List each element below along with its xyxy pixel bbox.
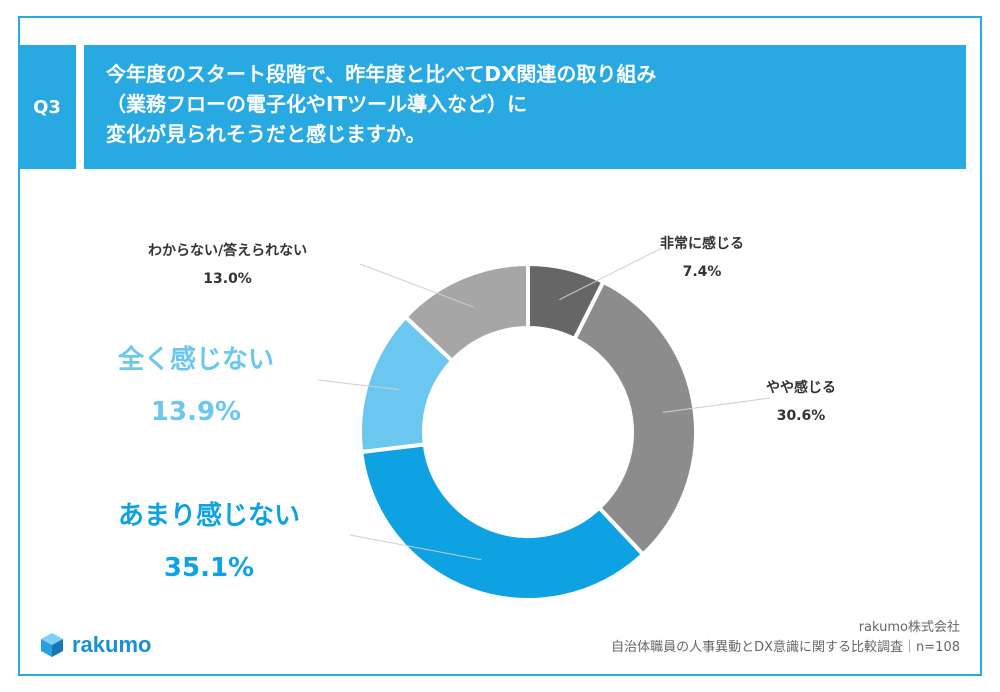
logo-text: rakumo <box>72 632 152 657</box>
label-not-much: あまり感じない 35.1% <box>118 490 300 594</box>
slice-not-much <box>358 442 646 602</box>
label-not-at-all-value: 13.9% <box>150 397 242 427</box>
leader-very-much <box>559 247 663 301</box>
question-box: 今年度のスタート段階で、昨年度と比べてDX関連の取り組み （業務フローの電子化や… <box>84 45 966 169</box>
label-somewhat: やや感じる 30.6% <box>766 374 836 430</box>
question-tag: Q3 <box>18 45 76 169</box>
question-line-3: 変化が見られそうだと感じますか。 <box>106 122 426 146</box>
label-not-at-all-name: 全く感じない <box>118 345 275 375</box>
label-somewhat-value: 30.6% <box>776 408 826 424</box>
label-very-much-name: 非常に感じる <box>660 236 744 252</box>
label-dont-know-value: 13.0% <box>203 271 252 287</box>
slice-somewhat <box>571 279 698 558</box>
leader-not-at-all <box>317 379 399 391</box>
label-not-at-all: 全く感じない 13.9% <box>118 334 274 438</box>
slice-dont-know <box>402 261 530 364</box>
label-very-much-value: 7.4% <box>682 264 722 280</box>
label-dont-know: わからない/答えられない 13.0% <box>148 237 307 293</box>
cube-icon <box>41 633 63 657</box>
label-dont-know-name: わからない/答えられない <box>148 243 308 259</box>
leader-not-much <box>349 534 482 561</box>
logo: rakumo <box>40 632 151 658</box>
question-line-1: 今年度のスタート段階で、昨年度と比べてDX関連の取り組み <box>106 62 657 86</box>
leader-dont-know <box>359 263 475 308</box>
label-not-much-name: あまり感じない <box>118 501 301 531</box>
footer-survey: 自治体職員の人事異動とDX意識に関する比較調査｜n=108 <box>611 640 960 655</box>
label-not-much-value: 35.1% <box>163 553 255 583</box>
label-somewhat-name: やや感じる <box>766 380 836 396</box>
question-line-2: （業務フローの電子化やITツール導入など）に <box>106 92 528 116</box>
leader-somewhat <box>662 397 771 413</box>
footer-company: rakumo株式会社 <box>858 620 960 635</box>
label-very-much: 非常に感じる 7.4% <box>660 230 744 286</box>
question-tag-label: Q3 <box>33 96 61 118</box>
footer: rakumo株式会社 自治体職員の人事異動とDX意識に関する比較調査｜n=108 <box>611 618 960 658</box>
